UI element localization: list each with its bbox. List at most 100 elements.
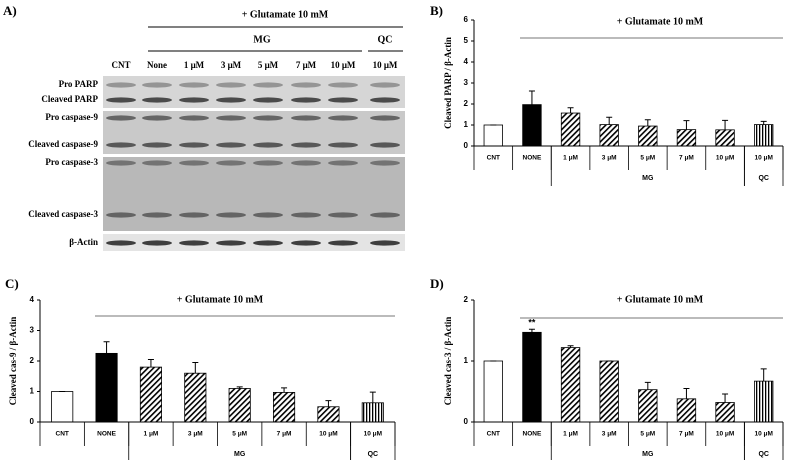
error-bar bbox=[528, 328, 535, 333]
bar bbox=[522, 104, 542, 147]
band bbox=[142, 160, 172, 166]
error-bar bbox=[567, 345, 574, 348]
error-bar bbox=[760, 368, 767, 382]
band bbox=[216, 82, 246, 88]
bar bbox=[483, 360, 503, 423]
band bbox=[179, 142, 209, 148]
band bbox=[328, 142, 358, 148]
group-label: MG bbox=[642, 175, 654, 182]
band bbox=[179, 115, 209, 121]
group-label: MG bbox=[642, 451, 654, 458]
y-tick-label: 4 bbox=[30, 295, 35, 304]
x-tick-label: 3 μM bbox=[188, 431, 203, 438]
band bbox=[291, 115, 321, 121]
lane-label: 1 μM bbox=[184, 60, 205, 70]
band bbox=[328, 97, 358, 103]
band bbox=[142, 115, 172, 121]
panel-label: A) bbox=[3, 3, 17, 18]
lane-label: 7 μM bbox=[296, 60, 317, 70]
bar bbox=[599, 124, 619, 147]
lane-label: None bbox=[147, 60, 167, 70]
x-tick-label: NONE bbox=[523, 155, 542, 162]
band bbox=[179, 82, 209, 88]
annotation: + Glutamate 10 mM bbox=[617, 294, 704, 305]
bar bbox=[754, 124, 774, 147]
y-tick-label: 1 bbox=[464, 120, 469, 129]
row-label: Pro PARP bbox=[59, 79, 99, 89]
bar bbox=[754, 380, 774, 423]
blot-image bbox=[103, 76, 405, 108]
lane-label: CNT bbox=[111, 60, 130, 70]
band bbox=[291, 97, 321, 103]
error-bar bbox=[103, 341, 110, 354]
band bbox=[179, 212, 209, 218]
error-bar bbox=[369, 391, 376, 403]
panel-label: D) bbox=[430, 276, 444, 291]
band bbox=[106, 160, 136, 166]
y-axis-label: Cleaved cas-9 / β-Actin bbox=[8, 317, 18, 405]
band bbox=[253, 160, 283, 166]
y-tick-label: 2 bbox=[464, 295, 469, 304]
band bbox=[253, 82, 283, 88]
y-tick-label: 3 bbox=[30, 326, 35, 335]
bar bbox=[139, 366, 162, 423]
band bbox=[106, 82, 136, 88]
band bbox=[216, 115, 246, 121]
band bbox=[142, 142, 172, 148]
row-label: β-Actin bbox=[69, 237, 98, 247]
band bbox=[370, 240, 400, 246]
band bbox=[253, 115, 283, 121]
bar bbox=[715, 402, 735, 423]
error-bar bbox=[567, 107, 574, 114]
bar bbox=[676, 129, 697, 147]
band bbox=[179, 160, 209, 166]
bar bbox=[676, 398, 697, 423]
band bbox=[179, 97, 209, 103]
band bbox=[142, 240, 172, 246]
bar bbox=[483, 124, 503, 147]
error-bar bbox=[644, 381, 651, 390]
error-bar bbox=[192, 362, 199, 374]
y-tick-label: 3 bbox=[464, 78, 469, 87]
x-tick-label: 10 μM bbox=[716, 431, 734, 438]
error-bar bbox=[760, 120, 767, 125]
band bbox=[253, 240, 283, 246]
x-tick-label: CNT bbox=[487, 431, 500, 438]
bar bbox=[361, 402, 384, 423]
row-label: Cleaved caspase-9 bbox=[28, 139, 98, 149]
band bbox=[370, 142, 400, 148]
x-tick-label: 7 μM bbox=[679, 155, 694, 162]
bar bbox=[715, 129, 735, 147]
band bbox=[328, 82, 358, 88]
x-tick-label: 10 μM bbox=[754, 431, 772, 438]
error-bar bbox=[147, 358, 154, 368]
band bbox=[370, 212, 400, 218]
x-tick-label: 7 μM bbox=[679, 431, 694, 438]
y-tick-label: 0 bbox=[30, 417, 35, 426]
band bbox=[328, 115, 358, 121]
annotation: + Glutamate 10 mM bbox=[242, 9, 329, 20]
group-label: MG bbox=[253, 34, 270, 45]
band bbox=[253, 212, 283, 218]
band bbox=[142, 212, 172, 218]
x-tick-label: 1 μM bbox=[563, 155, 578, 162]
band bbox=[106, 142, 136, 148]
panel-label: B) bbox=[430, 3, 443, 18]
x-tick-label: 10 μM bbox=[364, 431, 382, 438]
y-tick-label: 5 bbox=[464, 36, 469, 45]
y-tick-label: 0 bbox=[464, 141, 469, 150]
x-tick-label: 10 μM bbox=[716, 155, 734, 162]
error-bar bbox=[528, 90, 535, 105]
band bbox=[328, 160, 358, 166]
group-label: QC bbox=[758, 175, 769, 182]
y-tick-label: 0 bbox=[464, 417, 469, 426]
lane-label: 10 μM bbox=[373, 60, 398, 70]
band bbox=[328, 240, 358, 246]
x-tick-label: 5 μM bbox=[232, 431, 247, 438]
lane-label: 5 μM bbox=[258, 60, 279, 70]
band bbox=[291, 142, 321, 148]
error-bar bbox=[236, 386, 243, 389]
bar bbox=[51, 391, 74, 423]
group-label: QC bbox=[758, 451, 769, 458]
